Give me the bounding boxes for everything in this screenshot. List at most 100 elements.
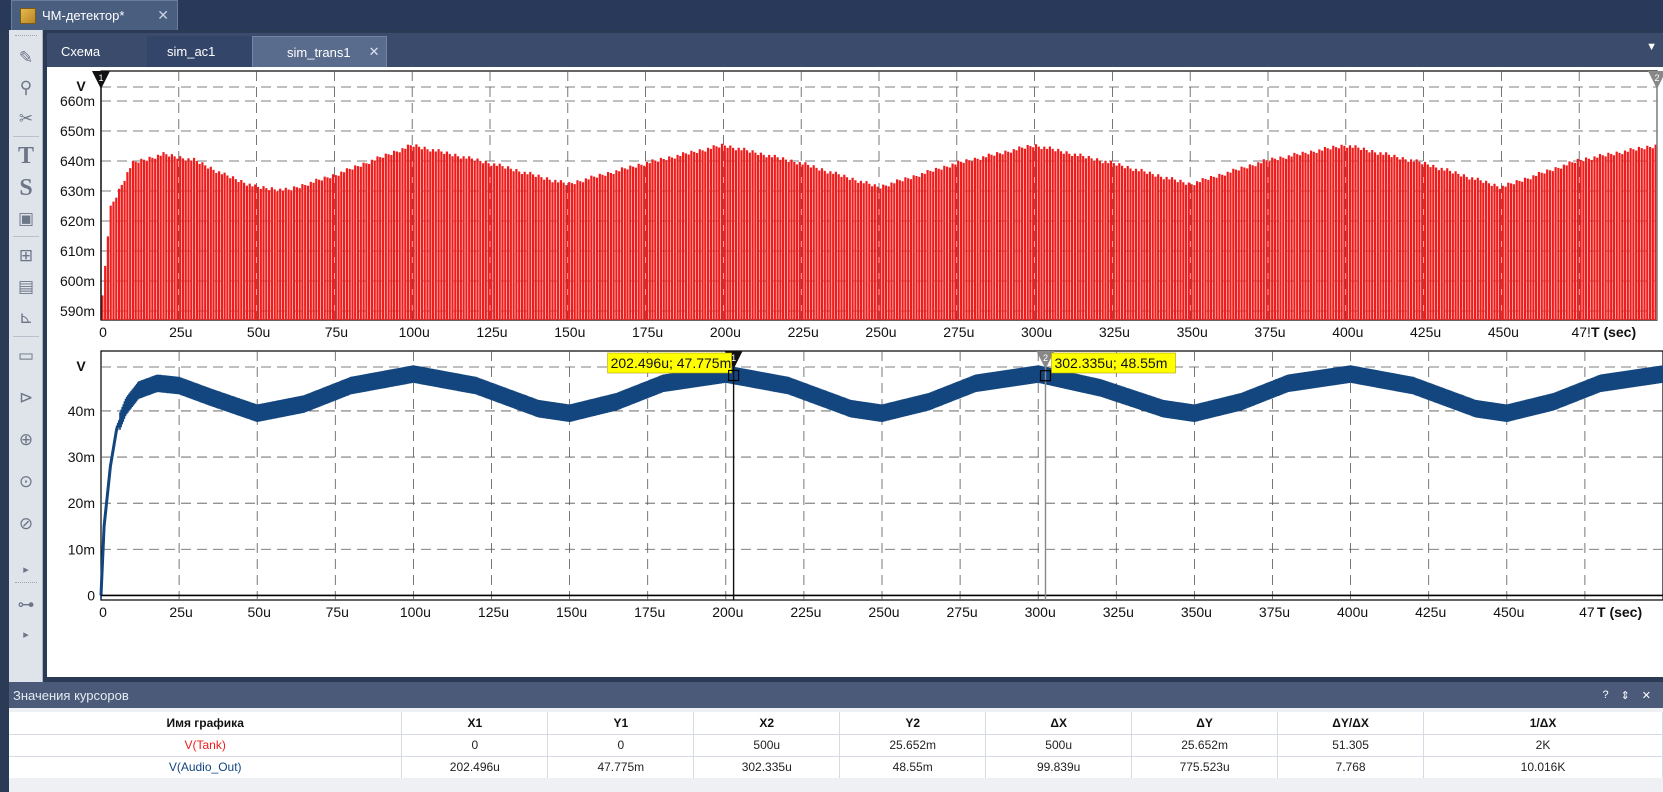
close-icon[interactable]: ✕ — [368, 44, 380, 59]
image-icon[interactable]: ▣ — [17, 209, 35, 228]
resistor-icon[interactable]: ▭ — [17, 346, 35, 365]
x-tick-label: 325u — [1103, 604, 1134, 620]
cell-dy: 25.652m — [1131, 733, 1279, 756]
x-tick-label: 150u — [556, 604, 587, 620]
x-tick-label: 425u — [1410, 324, 1441, 340]
cursor-marker-icon — [1648, 71, 1663, 89]
column-header: X1 — [401, 712, 549, 734]
grip-handle[interactable] — [15, 35, 37, 38]
y-tick-label: 630m — [60, 183, 95, 199]
x-tick-label: 0 — [99, 324, 107, 340]
column-header: ΔY — [1131, 712, 1279, 734]
document-tab[interactable]: ЧМ-детектор* ✕ — [11, 0, 178, 30]
x-tick-label: 200u — [712, 604, 743, 620]
tab-schematic[interactable]: Схема — [47, 36, 147, 67]
voltage-source-icon[interactable]: ⊕ — [18, 430, 34, 449]
x-tick-label: 100u — [400, 604, 431, 620]
x-tick-label: 75u — [326, 604, 349, 620]
x-tick-label: 275u — [943, 324, 974, 340]
table-row[interactable]: V(Audio_Out) 202.496u 47.775m 302.335u 4… — [9, 755, 1663, 778]
chip-icon[interactable]: ⊞ — [18, 246, 34, 265]
tab-label: sim_trans1 — [287, 44, 351, 60]
x-tick-label: 425u — [1415, 604, 1446, 620]
help-icon[interactable]: ? — [1602, 689, 1609, 701]
cursor-id: 1 — [731, 353, 736, 363]
y-tick-label: 620m — [60, 213, 95, 229]
series-tank-bars — [101, 143, 1657, 320]
close-icon[interactable]: ✕ — [1641, 689, 1651, 702]
function-source-icon[interactable]: ⊙ — [18, 472, 34, 491]
y-tick-label: 610m — [60, 243, 95, 259]
cell-dx: 99.839u — [985, 755, 1133, 778]
grip-handle[interactable] — [15, 582, 37, 585]
cell-y1: 0 — [547, 733, 695, 756]
x-axis-label: T (sec) — [1597, 604, 1642, 620]
ic-icon[interactable]: ▤ — [17, 277, 35, 296]
x-tick-label: 350u — [1177, 324, 1208, 340]
x-tick-label: 125u — [476, 324, 507, 340]
transient-plot[interactable]: 0 25u 50u 75u 100u 125u 150u 175u 200u 225u 250u 27… — [47, 67, 1663, 677]
column-header: Y1 — [547, 712, 695, 734]
cursor-marker-icon — [92, 71, 110, 89]
x-tick-label: 300u — [1021, 324, 1052, 340]
graph-icon[interactable]: ⊾ — [18, 308, 34, 327]
pencil-icon[interactable]: ✎ — [18, 48, 34, 67]
scissors-icon[interactable]: ✂ — [18, 109, 34, 128]
column-header: Y2 — [839, 712, 987, 734]
x-tick-label: 150u — [554, 324, 585, 340]
cell-inv-dx: 2K — [1423, 733, 1663, 756]
cursor-id: 2 — [1043, 353, 1048, 363]
cursor-crosshair — [727, 369, 740, 382]
x-tick-label: 25u — [169, 324, 192, 340]
y-tick-label: 0 — [87, 587, 95, 603]
cursor-crosshair — [1039, 370, 1052, 382]
table-row[interactable]: V(Tank) 0 0 500u 25.652m 500u 25.652m 51… — [9, 733, 1663, 756]
diode-icon[interactable]: ⊳ — [18, 388, 34, 407]
y-tick-label: 590m — [60, 303, 95, 319]
x-tick-label: 47 — [1579, 604, 1595, 620]
table-header-row: Имя графика X1 Y1 X2 Y2 ΔX ΔY ΔY/ΔX 1/ΔX — [9, 712, 1663, 734]
cursor-value-label: 202.496u; 47.775m — [611, 355, 732, 371]
column-header: 1/ΔX — [1423, 712, 1663, 734]
y-tick-label: 20m — [68, 495, 95, 511]
document-tab-bar: ЧМ-детектор* ✕ — [0, 0, 1663, 30]
cursor-marker-icon — [1036, 351, 1055, 369]
current-source-icon[interactable]: ⊘ — [18, 514, 34, 533]
pin-icon[interactable]: ⇕ — [1620, 689, 1630, 702]
x-tick-label: 300u — [1025, 604, 1056, 620]
x-tick-label: 250u — [868, 604, 899, 620]
switch-icon[interactable]: ⊶ — [17, 595, 35, 614]
plot-area: 0 25u 50u 75u 100u 125u 150u 175u 200u 225u 250u 27… — [47, 67, 1663, 677]
text-icon[interactable]: T — [17, 142, 34, 169]
y-tick-label: 40m — [68, 403, 95, 419]
play-icon[interactable]: ▸ — [23, 628, 29, 641]
tab-sim-ac1[interactable]: sim_ac1 — [147, 36, 252, 67]
column-header: ΔY/ΔX — [1277, 712, 1425, 734]
cell-y1: 47.775m — [547, 755, 695, 778]
chevron-down-icon[interactable]: ▼ — [1646, 41, 1657, 53]
cursor-value-label: 302.335u; 48.55m — [1054, 355, 1167, 371]
cell-y2: 48.55m — [839, 755, 987, 778]
magnifier-icon[interactable]: ⚲ — [19, 78, 33, 97]
y-axis-label: V — [76, 358, 86, 374]
tool-separator — [13, 336, 39, 337]
close-icon[interactable]: ✕ — [157, 7, 169, 23]
x-axis-label: T (sec) — [1591, 324, 1636, 340]
cell-x1: 0 — [401, 733, 549, 756]
x-tick-label: 400u — [1337, 604, 1368, 620]
x-tick-label: 325u — [1099, 324, 1130, 340]
play-icon[interactable]: ▸ — [23, 563, 29, 576]
cursor-value-box — [607, 352, 732, 374]
x-tick-label: 450u — [1493, 604, 1524, 620]
y-tick-label: 30m — [68, 449, 95, 465]
cell-y2: 25.652m — [839, 733, 987, 756]
x-tick-label: 225u — [788, 324, 819, 340]
workspace: Схема sim_ac1 sim_trans1 ✕ ▼ 0 25u 50u 75u 1… — [47, 33, 1663, 677]
x-tick-label: 400u — [1332, 324, 1363, 340]
column-header: X2 — [693, 712, 841, 734]
sheet-tab-bar: Схема sim_ac1 sim_trans1 ✕ ▼ — [47, 33, 1663, 67]
x-tick-label: 47! — [1571, 324, 1590, 340]
tab-sim-trans1[interactable]: sim_trans1 ✕ — [252, 36, 387, 67]
symbol-icon[interactable]: S — [19, 174, 33, 201]
cell-dydx: 7.768 — [1277, 755, 1425, 778]
